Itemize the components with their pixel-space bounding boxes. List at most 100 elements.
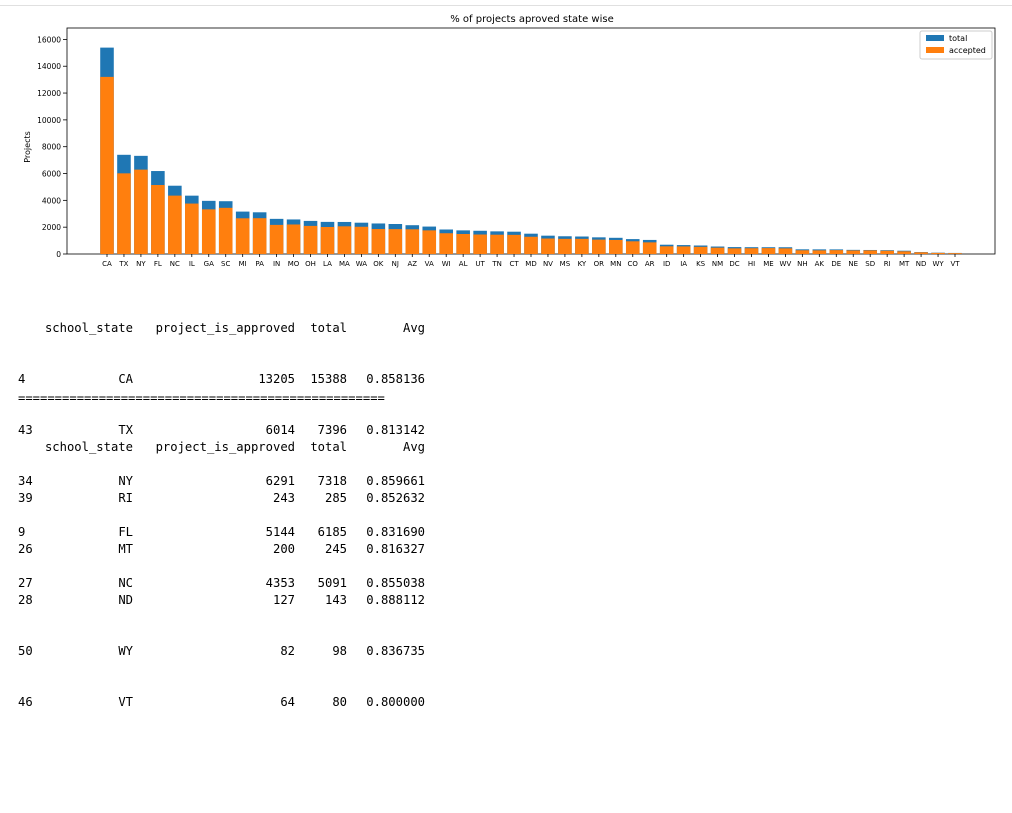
table-row: 46 VT 64 80 0.800000 bbox=[18, 694, 425, 711]
x-tick-label: LA bbox=[323, 260, 332, 268]
x-tick-label: MI bbox=[239, 260, 247, 268]
x-tick-label: TN bbox=[491, 260, 502, 268]
header-project-is-approved: project_is_approved bbox=[155, 440, 295, 454]
header-total: total bbox=[310, 440, 347, 454]
bar-accepted-nm bbox=[710, 247, 725, 254]
table-header-row: school_state project_is_approved total A… bbox=[18, 439, 425, 456]
y-tick-label: 8000 bbox=[42, 143, 61, 152]
x-tick-label: NJ bbox=[392, 260, 399, 268]
bar-accepted-ky bbox=[575, 238, 589, 254]
bar-accepted-ia bbox=[676, 246, 691, 254]
bar-accepted-md bbox=[524, 236, 538, 254]
y-tick-label: 16000 bbox=[37, 35, 61, 44]
bars-group bbox=[100, 47, 962, 254]
chart-output: % of projects aproved state wise Project… bbox=[0, 0, 1012, 280]
x-tick-label: NY bbox=[136, 260, 146, 268]
x-tick-label: MO bbox=[288, 260, 300, 268]
bar-accepted-ny bbox=[134, 169, 148, 254]
x-tick-label: ND bbox=[916, 260, 927, 268]
bar-accepted-ne bbox=[846, 250, 861, 254]
row-avg: 0.836735 bbox=[366, 644, 425, 658]
bar-accepted-co bbox=[625, 241, 640, 254]
row-avg: 0.831690 bbox=[366, 525, 425, 539]
bar-accepted-pa bbox=[252, 218, 267, 254]
bar-accepted-mo bbox=[286, 224, 301, 254]
row-total: 7318 bbox=[317, 474, 347, 488]
header-school-state: school_state bbox=[44, 440, 133, 454]
bar-accepted-wy bbox=[931, 252, 945, 254]
table-row: 39 RI 243 285 0.852632 bbox=[18, 490, 425, 507]
bar-chart: % of projects aproved state wise Project… bbox=[23, 14, 996, 268]
x-tick-label: DE bbox=[831, 260, 841, 268]
bar-accepted-vt bbox=[948, 253, 962, 254]
header-school-state: school_state bbox=[44, 321, 133, 335]
bar-accepted-hi bbox=[744, 248, 759, 254]
table-row: 28 ND 127 143 0.888112 bbox=[18, 592, 425, 609]
header-avg: Avg bbox=[402, 440, 425, 454]
header-project-is-approved: project_is_approved bbox=[155, 321, 295, 335]
y-tick-label: 12000 bbox=[37, 89, 61, 98]
x-tick-label: PA bbox=[255, 260, 264, 268]
separator-line: ========================================… bbox=[18, 391, 385, 405]
bar-accepted-ms bbox=[558, 238, 572, 254]
y-tick-label: 14000 bbox=[37, 62, 61, 71]
header-total: total bbox=[310, 321, 347, 335]
bar-accepted-mi bbox=[235, 218, 250, 254]
row-avg: 0.859661 bbox=[366, 474, 425, 488]
row-state: TX bbox=[118, 423, 133, 437]
chart-title: % of projects aproved state wise bbox=[450, 14, 614, 25]
y-axis-label: Projects bbox=[23, 131, 32, 163]
x-tick-label: CO bbox=[628, 260, 639, 268]
x-tick-label: FL bbox=[154, 260, 162, 268]
row-approved: 13205 bbox=[258, 372, 295, 386]
x-tick-label: IL bbox=[189, 260, 195, 268]
cell-top-border bbox=[0, 0, 1012, 6]
bar-accepted-dc bbox=[727, 248, 742, 254]
bar-accepted-fl bbox=[151, 185, 165, 254]
x-tick-label: AL bbox=[459, 260, 468, 268]
y-tick-label: 0 bbox=[56, 250, 61, 259]
x-tick-label: MS bbox=[560, 260, 571, 268]
bar-accepted-sc bbox=[218, 207, 233, 254]
x-tick-label: OH bbox=[305, 260, 316, 268]
bar-accepted-va bbox=[422, 230, 437, 254]
row-total: 15388 bbox=[310, 372, 347, 386]
bar-accepted-ga bbox=[201, 209, 216, 254]
x-tick-label: KY bbox=[578, 260, 587, 268]
x-tick-label: AR bbox=[645, 260, 655, 268]
bar-accepted-ar bbox=[642, 242, 657, 254]
x-tick-label: KS bbox=[696, 260, 706, 268]
bar-accepted-tx bbox=[117, 173, 131, 254]
bar-accepted-tn bbox=[490, 234, 504, 254]
row-index: 4 bbox=[18, 372, 26, 386]
x-tick-label: SD bbox=[865, 260, 875, 268]
x-ticks-group: CA TX NY FL NC IL GA SC MI PA IN MO OH LA MA WA OK NJ AZ VA… bbox=[102, 254, 960, 268]
x-tick-label: MN bbox=[610, 260, 621, 268]
row-approved: 243 bbox=[272, 491, 295, 505]
bar-accepted-nh bbox=[795, 250, 810, 254]
legend-swatch-accepted bbox=[926, 47, 944, 53]
x-tick-label: WY bbox=[932, 260, 944, 268]
x-tick-label: NH bbox=[797, 260, 808, 268]
x-tick-label: RI bbox=[884, 260, 891, 268]
bar-accepted-oh bbox=[303, 225, 318, 254]
bar-accepted-de bbox=[829, 250, 844, 254]
bar-accepted-ma bbox=[337, 226, 352, 254]
x-tick-label: ID bbox=[663, 260, 670, 268]
row-total: 7396 bbox=[317, 423, 347, 437]
row-index: 39 bbox=[18, 491, 33, 505]
legend-label-accepted: accepted bbox=[949, 46, 986, 55]
y-tick-label: 4000 bbox=[42, 196, 61, 205]
bar-accepted-nc bbox=[168, 195, 182, 254]
row-avg: 0.813142 bbox=[366, 423, 425, 437]
bar-accepted-nj bbox=[388, 229, 403, 254]
bar-accepted-in bbox=[269, 224, 284, 254]
x-tick-label: MA bbox=[339, 260, 350, 268]
x-tick-label: SC bbox=[221, 260, 230, 268]
x-tick-label: CA bbox=[102, 260, 112, 268]
row-avg: 0.888112 bbox=[366, 593, 425, 607]
x-tick-label: MT bbox=[899, 260, 910, 268]
bar-accepted-mt bbox=[897, 251, 911, 254]
x-tick-label: UT bbox=[475, 260, 485, 268]
row-state: CA bbox=[118, 372, 133, 386]
